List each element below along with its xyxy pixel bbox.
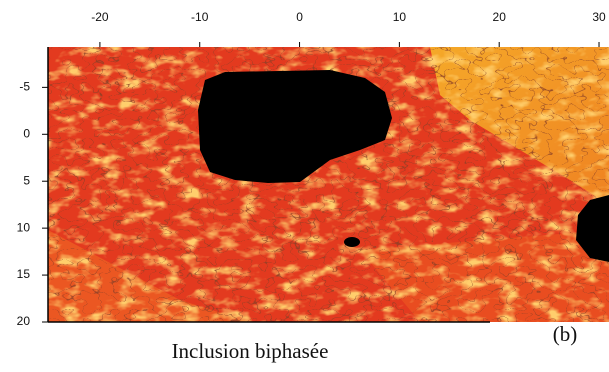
y-tick-label: -5 [19, 80, 30, 94]
y-tick-label: 0 [23, 126, 30, 140]
y-tick-label: 10 [17, 220, 31, 234]
x-tick-label: 0 [296, 10, 303, 24]
x-tick-label: 20 [493, 10, 507, 24]
x-tick-label: -10 [191, 10, 209, 24]
y-tick-label: 20 [17, 314, 31, 328]
y-tick-label: 15 [17, 267, 31, 281]
panel-label: (b) [553, 322, 578, 346]
caption: Inclusion biphasée [172, 339, 329, 363]
x-tick-label: 30 [592, 10, 606, 24]
y-tick-label: 5 [23, 173, 30, 187]
x-tick-label: -20 [91, 10, 109, 24]
label-box [488, 323, 609, 353]
x-tick-label: 10 [393, 10, 407, 24]
heatmap [48, 47, 609, 322]
